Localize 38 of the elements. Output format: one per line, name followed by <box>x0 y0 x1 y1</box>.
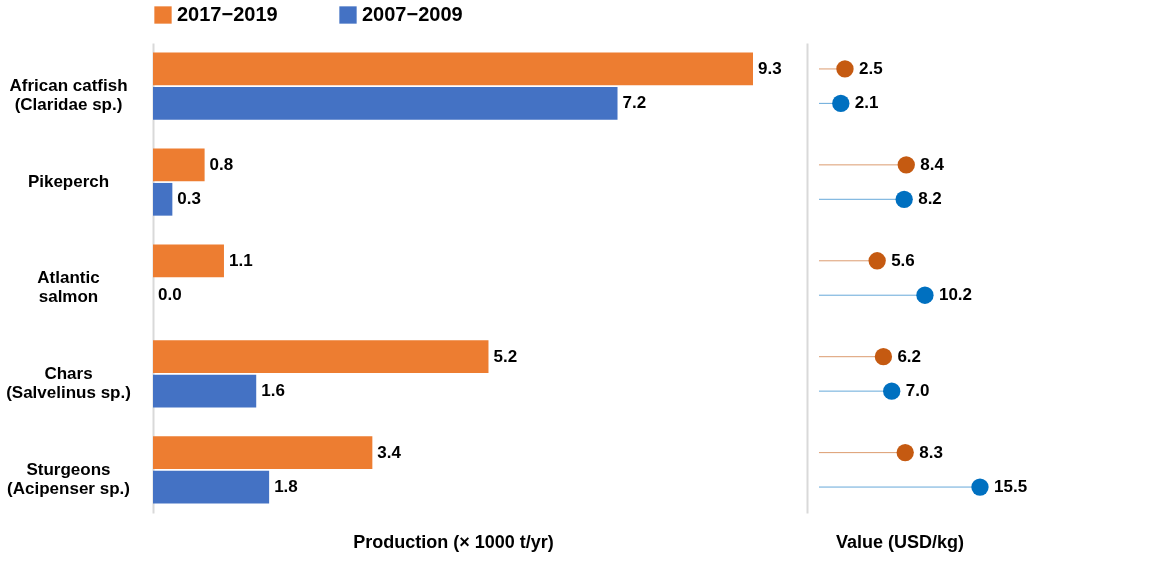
bar <box>153 244 224 278</box>
data-label: 1.6 <box>261 381 285 401</box>
legend-label: 2007−2009 <box>362 3 463 25</box>
bar <box>153 436 373 469</box>
data-label: 0.3 <box>177 189 201 209</box>
bar <box>153 182 173 216</box>
data-label: 10.2 <box>938 285 973 305</box>
y-tick-label: Chars (Salvelinus sp.) <box>6 363 131 402</box>
x-axis-title: Production (× 1000 t/yr) <box>353 531 554 552</box>
bar <box>153 374 257 408</box>
bar <box>153 340 489 374</box>
x-axis-title: Value (USD/kg) <box>835 531 965 552</box>
data-label: 15.5 <box>994 477 1028 497</box>
data-label: 6.2 <box>897 346 922 366</box>
data-label: 2.1 <box>854 93 879 113</box>
legend-label: 2017−2019 <box>177 3 278 25</box>
bar <box>153 52 753 86</box>
data-label: 5.2 <box>493 346 518 366</box>
y-tick-label: African catfish (Claridae sp.) <box>9 76 128 115</box>
y-tick-label: Atlantic salmon <box>37 268 100 306</box>
data-label: 3.4 <box>377 442 402 462</box>
y-tick-label: Pikeperch <box>27 172 110 192</box>
data-label: 7.2 <box>622 93 647 113</box>
data-label: 1.8 <box>274 477 298 497</box>
data-label: 5.6 <box>891 250 915 270</box>
data-label: 9.3 <box>758 58 782 78</box>
data-label: 7.0 <box>905 381 930 401</box>
bar <box>153 470 270 504</box>
data-label: 2.5 <box>858 58 883 78</box>
bar <box>153 87 618 120</box>
data-label: 8.3 <box>919 442 943 462</box>
data-label: 8.4 <box>920 154 945 174</box>
data-label: 0.8 <box>209 154 234 174</box>
y-tick-label: Sturgeons (Acipenser sp.) <box>7 459 130 498</box>
bar <box>153 148 205 182</box>
data-label: 8.2 <box>918 189 942 209</box>
data-label: 1.1 <box>228 250 253 270</box>
data-label: 0.0 <box>158 285 182 305</box>
